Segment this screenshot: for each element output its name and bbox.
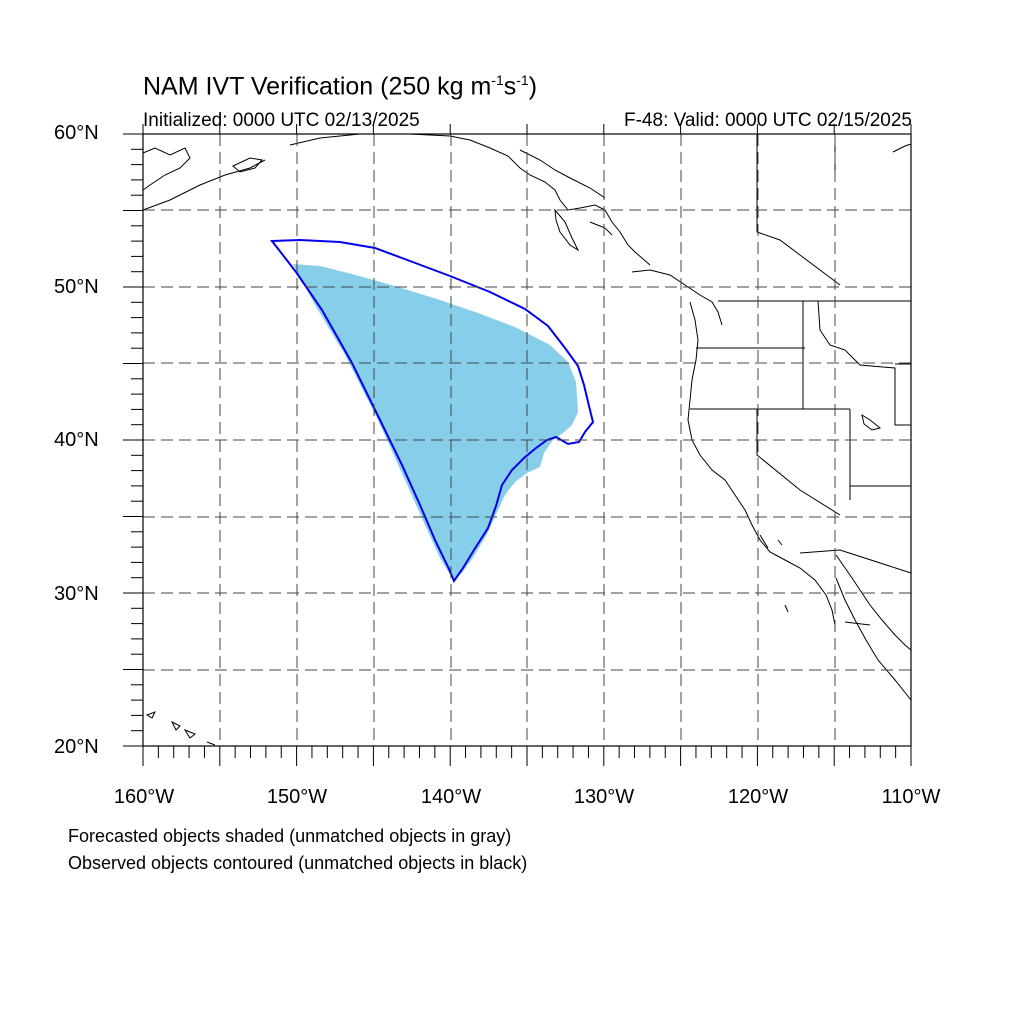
axis-ticks: [123, 124, 912, 766]
lon-label-130w: 130°W: [573, 786, 635, 808]
lon-label-140w: 140°W: [420, 786, 482, 808]
lon-label-150w: 150°W: [266, 786, 328, 808]
forecast-ivt-object: [293, 264, 578, 580]
lat-label-30: 30°N: [54, 583, 99, 605]
lat-label-60: 60°N: [54, 122, 99, 144]
lon-label-110w: 110°W: [881, 786, 941, 808]
coastline-layer: [142, 133, 912, 746]
graticule: [143, 134, 911, 746]
lat-label-40: 40°N: [54, 429, 99, 451]
lon-label-120w: 120°W: [727, 786, 789, 808]
initialized-time: Initialized: 0000 UTC 02/13/2025: [143, 110, 420, 131]
map-title: NAM IVT Verification (250 kg m-1s-1): [143, 72, 538, 101]
legend-note-observed: Observed objects contoured (unmatched ob…: [68, 853, 528, 873]
legend-note-forecast: Forecasted objects shaded (unmatched obj…: [68, 826, 512, 846]
valid-time: F-48: Valid: 0000 UTC 02/15/2025: [624, 110, 912, 131]
lat-label-20: 20°N: [54, 736, 99, 758]
lon-label-160w: 160°W: [113, 786, 175, 808]
lat-label-50: 50°N: [54, 276, 99, 298]
